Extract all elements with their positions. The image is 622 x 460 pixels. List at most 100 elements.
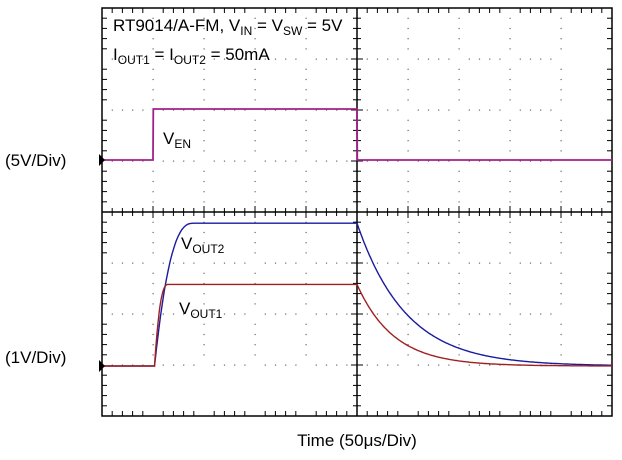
grid-dot: [387, 364, 389, 366]
grid-dot: [172, 262, 175, 264]
grid-dot: [478, 313, 481, 315]
grid-dot: [203, 354, 205, 356]
grid-dot: [203, 170, 205, 172]
grid-dot: [376, 262, 379, 264]
grid-dot: [509, 68, 511, 70]
grid-dot: [407, 354, 409, 356]
grid-dot: [427, 313, 430, 315]
grid-dot: [203, 27, 205, 30]
grid-dot: [458, 17, 460, 19]
grid-dot: [489, 160, 491, 162]
grid-dot: [152, 89, 154, 91]
grid-dot: [509, 354, 511, 356]
grid-dot: [417, 262, 419, 264]
grid-dot: [305, 354, 307, 356]
grid-dot: [223, 262, 226, 264]
grid-dot: [234, 109, 236, 111]
grid-dot: [366, 160, 368, 162]
grid-dot: [560, 293, 562, 295]
grid-dot: [111, 364, 113, 366]
grid-dot: [285, 364, 287, 366]
grid-dot: [295, 262, 297, 264]
grid-dot: [305, 48, 307, 50]
grid-dot: [203, 129, 205, 132]
grid-dot: [254, 272, 256, 274]
grid-dot: [407, 68, 409, 70]
grid-dot: [560, 140, 562, 142]
grid-dot: [203, 201, 205, 203]
grid-dot: [438, 109, 440, 111]
grid-dot: [315, 109, 317, 111]
grid-dot: [305, 89, 307, 91]
grid-dot: [162, 313, 164, 315]
grid-dot: [203, 99, 205, 101]
grid-dot: [305, 129, 307, 132]
grid-dot: [346, 58, 348, 60]
grid-dot: [509, 323, 511, 325]
grid-dot: [305, 282, 307, 285]
grid-dot: [560, 303, 562, 305]
grid-dot: [152, 221, 154, 223]
grid-dot: [519, 262, 521, 264]
grid-dot: [468, 109, 470, 111]
grid-dot: [203, 191, 205, 193]
grid-dot: [499, 109, 501, 111]
grid-dot: [132, 364, 134, 366]
grid-dot: [458, 68, 460, 70]
grid-dot: [121, 364, 124, 366]
grid-dot: [203, 221, 205, 223]
grid-dot: [152, 344, 154, 346]
grid-dot: [325, 262, 328, 264]
grid-dot: [203, 180, 205, 183]
grid-dot: [305, 119, 307, 121]
grid-dot: [152, 303, 154, 305]
grid-dot: [458, 78, 460, 81]
grid-dot: [203, 150, 205, 152]
grid-dot: [448, 109, 450, 111]
grid-dot: [183, 109, 185, 111]
grid-dot: [346, 313, 348, 315]
grid-dot: [509, 99, 511, 101]
grid-dot: [305, 180, 307, 183]
grid-dot: [213, 313, 215, 315]
grid-dot: [254, 221, 256, 223]
grid-dot: [274, 58, 277, 60]
grid-dot: [519, 160, 521, 162]
grid-dot: [397, 160, 399, 162]
grid-dot: [407, 191, 409, 193]
grid-dot: [438, 313, 440, 315]
grid-dot: [346, 364, 348, 366]
grid-dot: [254, 191, 256, 193]
grid-dot: [407, 221, 409, 223]
grid-dot: [560, 242, 562, 244]
grid-dot: [438, 364, 440, 366]
traces: [99, 108, 612, 372]
grid-dot: [499, 313, 501, 315]
grid-dot: [132, 58, 134, 60]
grid-dot: [254, 38, 256, 40]
grid-dot: [285, 262, 287, 264]
grid-dot: [254, 354, 256, 356]
grid-dot: [397, 58, 399, 60]
grid-dot: [152, 99, 154, 101]
grid-dot: [336, 262, 338, 264]
grid-dot: [305, 293, 307, 295]
grid-dot: [244, 160, 246, 162]
grid-dot: [509, 344, 511, 346]
grid-dot: [305, 252, 307, 254]
grid-dot: [254, 129, 256, 132]
grid-dot: [397, 109, 399, 111]
label-ven: VEN: [163, 129, 191, 151]
grid-dot: [336, 160, 338, 162]
grid-dot: [152, 38, 154, 40]
grid-dot: [478, 58, 481, 60]
grid-dot: [305, 272, 307, 274]
grid-dot: [458, 293, 460, 295]
grid-dot: [529, 313, 532, 315]
grid-dot: [540, 160, 542, 162]
grid-dot: [254, 119, 256, 121]
grid-dot: [519, 313, 521, 315]
grid-dot: [509, 201, 511, 203]
grid-dot: [142, 262, 144, 264]
